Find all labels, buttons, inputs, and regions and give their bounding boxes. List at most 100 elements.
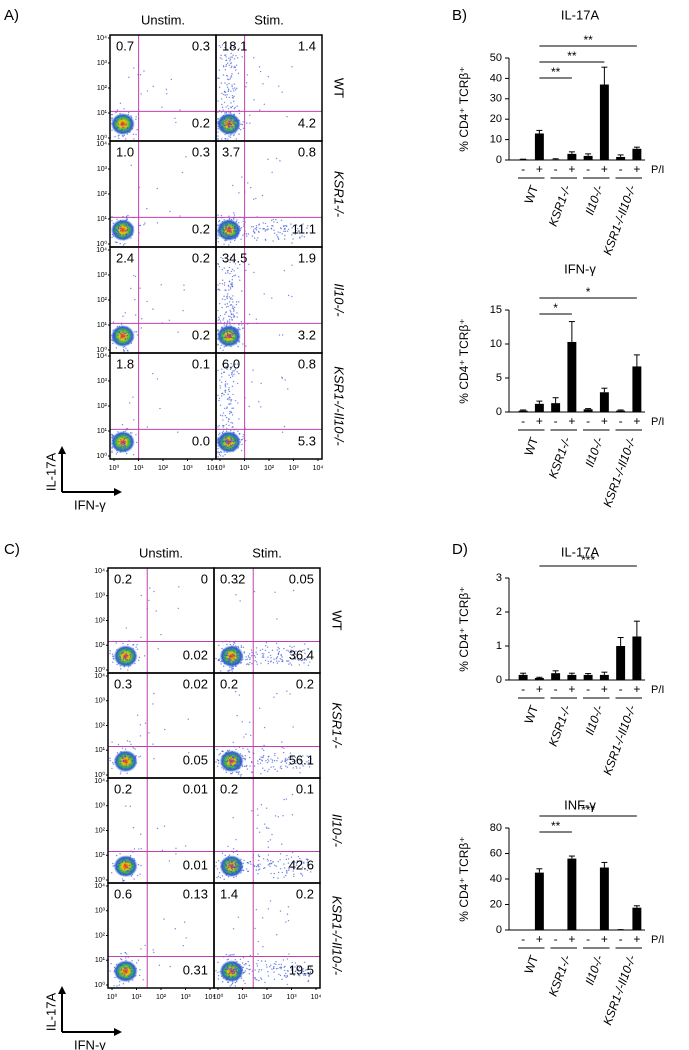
event-dot xyxy=(234,765,236,767)
event-dot xyxy=(122,446,124,448)
event-dot xyxy=(267,860,269,862)
event-dot xyxy=(265,826,268,828)
event-dot xyxy=(221,103,223,106)
event-dot xyxy=(119,444,121,446)
event-dot xyxy=(222,227,224,230)
event-dot xyxy=(293,645,295,648)
significance-label: *** xyxy=(581,553,595,567)
quadrant-value: 0.32 xyxy=(220,571,245,586)
event-dot xyxy=(224,453,226,456)
event-dot xyxy=(283,974,286,977)
event-dot xyxy=(263,103,266,105)
event-dot xyxy=(132,826,135,829)
event-dot xyxy=(300,228,303,230)
event-dot xyxy=(111,123,113,125)
event-dot xyxy=(229,261,231,264)
event-dot xyxy=(124,430,126,433)
event-dot xyxy=(228,975,231,977)
event-dot xyxy=(216,868,219,870)
event-dot xyxy=(290,664,293,666)
event-dot xyxy=(252,369,254,371)
event-dot xyxy=(130,875,133,877)
event-dot xyxy=(236,312,238,314)
event-dot xyxy=(229,298,232,300)
event-dot xyxy=(229,121,231,123)
event-dot xyxy=(129,440,132,443)
event-dot xyxy=(234,306,236,308)
event-dot xyxy=(123,444,125,447)
event-dot xyxy=(235,221,238,223)
event-dot xyxy=(233,658,236,660)
event-dot xyxy=(217,128,219,130)
event-dot xyxy=(125,138,127,140)
event-dot xyxy=(232,964,234,967)
event-dot xyxy=(237,122,239,124)
panel-letter: A) xyxy=(4,7,19,24)
event-dot xyxy=(222,229,225,231)
event-dot xyxy=(128,981,130,983)
event-dot xyxy=(221,852,224,855)
event-dot xyxy=(237,234,239,236)
event-dot xyxy=(279,966,281,969)
event-dot xyxy=(126,131,128,133)
event-dot xyxy=(224,239,226,242)
event-dot xyxy=(220,451,223,454)
y-tick-label: 1 xyxy=(496,640,502,652)
event-dot xyxy=(245,439,247,442)
event-dot xyxy=(118,433,120,435)
event-dot xyxy=(290,763,292,765)
y-tick-label: 10⁴ xyxy=(94,778,105,785)
event-dot xyxy=(238,109,240,112)
event-dot xyxy=(230,76,232,78)
event-dot xyxy=(229,666,231,668)
event-dot xyxy=(116,652,118,655)
event-dot xyxy=(234,131,237,134)
event-dot xyxy=(281,843,283,845)
event-dot xyxy=(300,659,303,662)
event-dot xyxy=(225,306,228,308)
event-dot xyxy=(132,657,134,659)
event-dot xyxy=(285,869,288,872)
event-dot xyxy=(280,765,282,767)
condition-label: - xyxy=(554,162,558,176)
event-dot xyxy=(156,222,159,224)
event-dot xyxy=(228,115,230,117)
event-dot xyxy=(122,972,124,974)
event-dot xyxy=(112,340,114,342)
event-dot xyxy=(131,766,133,768)
quadrant-value: 0.8 xyxy=(298,144,316,159)
event-dot xyxy=(219,57,222,59)
event-dot xyxy=(278,660,280,663)
event-dot xyxy=(310,758,312,760)
event-dot xyxy=(125,957,127,959)
event-dot xyxy=(228,219,231,221)
panel-letter: B) xyxy=(452,7,467,24)
event-dot xyxy=(273,963,276,965)
quadrant-value: 0.2 xyxy=(114,781,132,796)
y-tick-label: 10⁰ xyxy=(96,346,107,354)
event-dot xyxy=(256,979,258,981)
event-dot xyxy=(129,855,132,857)
event-dot xyxy=(120,760,123,763)
event-dot xyxy=(221,368,223,370)
event-dot xyxy=(228,285,230,288)
event-dot xyxy=(228,96,230,99)
event-dot xyxy=(226,323,228,326)
event-dot xyxy=(152,372,154,375)
event-dot xyxy=(227,657,230,660)
event-dot xyxy=(266,225,269,227)
event-dot xyxy=(307,664,310,667)
event-dot xyxy=(275,218,277,221)
event-dot xyxy=(285,972,287,975)
event-dot xyxy=(226,321,229,323)
event-dot xyxy=(254,927,256,930)
event-dot xyxy=(228,749,231,751)
event-dot xyxy=(126,969,128,971)
y-tick-label: 2 xyxy=(496,606,502,618)
arrow-head xyxy=(58,446,66,454)
event-dot xyxy=(229,309,231,312)
event-dot xyxy=(111,220,113,222)
event-dot xyxy=(233,58,236,60)
event-dot xyxy=(127,350,129,352)
event-dot xyxy=(231,84,233,86)
